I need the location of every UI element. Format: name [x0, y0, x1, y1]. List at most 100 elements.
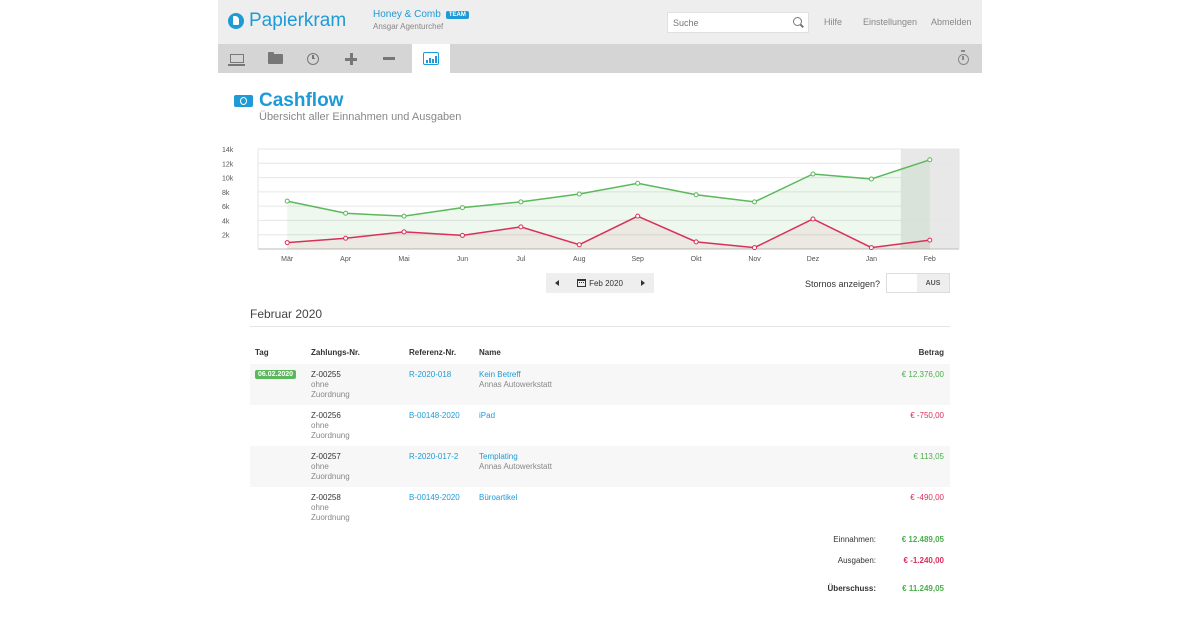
name-link[interactable]: iPad [479, 411, 496, 420]
month-picker-label: Feb 2020 [589, 278, 623, 288]
data-point [576, 191, 582, 197]
data-point [810, 171, 816, 177]
payment-number: Z-00255 [311, 370, 341, 379]
name-cell: Kein Betreff Annas Autowerkstatt [479, 370, 552, 390]
minus-icon [383, 57, 395, 60]
nav-settings-link[interactable]: Einstellungen [863, 17, 918, 27]
y-tick-label: 6k [222, 204, 230, 211]
logo-text: Papierkram [249, 10, 347, 31]
top-bar: Papierkram Honey & Comb TEAM Ansgar Agen… [218, 0, 982, 44]
y-tick-label: 10k [222, 176, 234, 183]
data-point [459, 232, 465, 238]
stopwatch-icon [957, 50, 969, 65]
company-name: Honey & Comb [373, 9, 441, 20]
month-picker[interactable]: Feb 2020 [568, 279, 632, 288]
name-cell: Templating Annas Autowerkstatt [479, 452, 552, 472]
x-tick-label: Apr [340, 256, 352, 263]
name-cell: iPad [479, 411, 495, 421]
data-point [635, 213, 641, 219]
toolbar-income-button[interactable] [332, 44, 370, 73]
assignment-line-1: ohne [311, 380, 329, 389]
x-tick-label: Nov [748, 256, 761, 263]
assignment-line-2: Zuordnung [311, 472, 350, 481]
name-link[interactable]: Kein Betreff [479, 370, 521, 379]
assignment-line-1: ohne [311, 462, 329, 471]
toolbar [218, 44, 982, 73]
x-tick-label: Dez [807, 256, 820, 263]
logo-icon [228, 13, 244, 29]
expense-total: € -1.240,00 [903, 556, 944, 565]
data-point [518, 224, 524, 230]
column-header-referenz: Referenz-Nr. [409, 348, 457, 357]
date-badge: 06.02.2020 [255, 370, 297, 379]
payment-number-cell: Z-00255 ohne Zuordnung [311, 370, 350, 400]
name-cell: Büroartikel [479, 493, 517, 503]
payment-number-cell: Z-00256 ohne Zuordnung [311, 411, 350, 441]
reference-link[interactable]: R-2020-018 [409, 370, 452, 379]
prev-month-button[interactable] [546, 273, 568, 293]
storno-toggle-state: AUS [917, 274, 949, 292]
month-heading: Februar 2020 [250, 307, 323, 321]
column-header-betrag: Betrag [918, 348, 944, 357]
surplus-total: € 11.249,05 [902, 584, 944, 593]
data-point [284, 198, 290, 204]
team-badge: TEAM [445, 10, 469, 19]
name-sub: Annas Autowerkstatt [479, 462, 552, 471]
next-month-button[interactable] [632, 273, 654, 293]
app: Papierkram Honey & Comb TEAM Ansgar Agen… [218, 0, 982, 628]
toolbar-dashboard-button[interactable] [218, 44, 256, 73]
data-point [752, 199, 758, 205]
data-point [576, 242, 582, 248]
nav-help-link[interactable]: Hilfe [824, 17, 843, 27]
reference-link[interactable]: B-00148-2020 [409, 411, 460, 420]
toolbar-expense-button[interactable] [370, 44, 408, 73]
cashflow-chart: 2k 4k 6k 8k 10k 12k 14k Mär Apr Mai Jun Jul Aug Sep Ok… [222, 147, 960, 263]
data-point [518, 199, 524, 205]
divider [250, 326, 950, 327]
x-tick-label: Okt [691, 256, 702, 263]
page-subtitle: Übersicht aller Einnahmen und Ausgaben [259, 111, 462, 123]
search-box [667, 12, 809, 33]
company-user: Ansgar Agenturchef [373, 22, 444, 31]
toolbar-cashflow-button[interactable] [412, 44, 450, 73]
table-row[interactable]: Z-00257 ohne Zuordnung R-2020-017-2 Temp… [250, 446, 950, 487]
data-point [868, 245, 874, 251]
name-link[interactable]: Templating [479, 452, 518, 461]
assignment-line-1: ohne [311, 421, 329, 430]
table-row[interactable]: Z-00256 ohne Zuordnung B-00148-2020 iPad… [250, 405, 950, 446]
column-header-zahlung: Zahlungs-Nr. [311, 348, 360, 357]
company-switcher[interactable]: Honey & Comb TEAM Ansgar Agenturchef [373, 9, 469, 31]
x-tick-label: Jul [516, 256, 525, 263]
chevron-right-icon [641, 280, 645, 286]
laptop-icon [228, 54, 245, 66]
logo[interactable]: Papierkram [228, 11, 346, 31]
x-tick-label: Sep [631, 256, 644, 263]
toolbar-timer-button[interactable] [944, 44, 982, 73]
name-sub: Annas Autowerkstatt [479, 380, 552, 389]
assignment-line-2: Zuordnung [311, 431, 350, 440]
toolbar-time-button[interactable] [294, 44, 332, 73]
column-header-name: Name [479, 348, 501, 357]
search-input[interactable] [668, 13, 786, 33]
surplus-label: Überschuss: [827, 584, 876, 593]
reference-link[interactable]: R-2020-017-2 [409, 452, 459, 461]
clock-icon [307, 52, 319, 65]
toolbar-projects-button[interactable] [256, 44, 294, 73]
data-point [343, 210, 349, 216]
expense-label: Ausgaben: [837, 556, 876, 565]
y-tick-label: 4k [222, 218, 230, 225]
search-icon[interactable] [793, 17, 802, 26]
storno-toggle[interactable]: AUS [886, 273, 950, 293]
data-point [810, 216, 816, 222]
nav-logout-link[interactable]: Abmelden [931, 17, 972, 27]
table-row[interactable]: Z-00258 ohne Zuordnung B-00149-2020 Büro… [250, 487, 950, 528]
table-row[interactable]: 06.02.2020 Z-00255 ohne Zuordnung R-2020… [250, 364, 950, 405]
data-point [401, 213, 407, 219]
assignment-line-2: Zuordnung [311, 390, 350, 399]
amount: € 113,05 [913, 452, 944, 461]
amount: € -490,00 [910, 493, 944, 502]
payment-number: Z-00256 [311, 411, 341, 420]
series-area-0 [287, 159, 930, 249]
reference-link[interactable]: B-00149-2020 [409, 493, 460, 502]
name-link[interactable]: Büroartikel [479, 493, 518, 502]
